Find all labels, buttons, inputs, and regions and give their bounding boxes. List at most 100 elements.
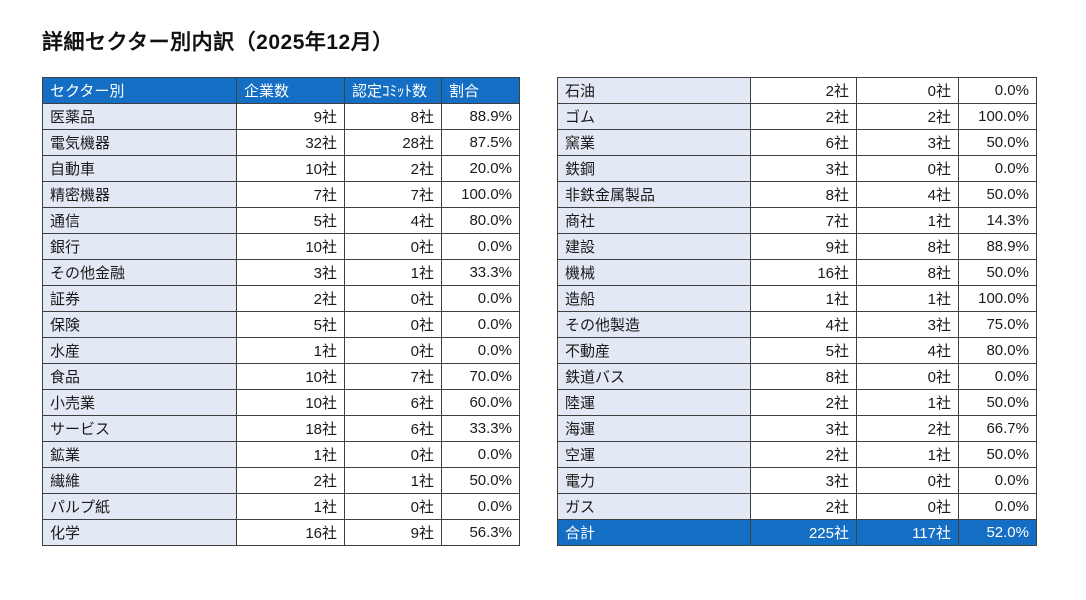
column-header-ratio: 割合 bbox=[441, 77, 520, 104]
commits-cell: 117社 bbox=[856, 519, 959, 546]
ratio-cell: 56.3% bbox=[441, 519, 520, 546]
table-row: 造船 1社 1社 100.0% bbox=[557, 285, 1037, 312]
sector-cell: 化学 bbox=[42, 519, 237, 546]
ratio-cell: 33.3% bbox=[441, 259, 520, 286]
ratio-cell: 50.0% bbox=[958, 259, 1037, 286]
sector-cell: 食品 bbox=[42, 363, 237, 390]
sector-cell: 合計 bbox=[557, 519, 751, 546]
table-row: 通信 5社 4社 80.0% bbox=[42, 207, 520, 234]
sector-cell: 非鉄金属製品 bbox=[557, 181, 751, 208]
ratio-cell: 0.0% bbox=[958, 363, 1037, 390]
companies-cell: 9社 bbox=[750, 233, 857, 260]
commits-cell: 1社 bbox=[344, 259, 442, 286]
commits-cell: 9社 bbox=[344, 519, 442, 546]
ratio-cell: 14.3% bbox=[958, 207, 1037, 234]
ratio-cell: 0.0% bbox=[441, 441, 520, 468]
sector-cell: ガス bbox=[557, 493, 751, 520]
commits-cell: 1社 bbox=[344, 467, 442, 494]
sector-cell: サービス bbox=[42, 415, 237, 442]
companies-cell: 4社 bbox=[750, 311, 857, 338]
companies-cell: 1社 bbox=[236, 337, 345, 364]
table-row: 小売業 10社 6社 60.0% bbox=[42, 389, 520, 416]
sector-cell: 精密機器 bbox=[42, 181, 237, 208]
ratio-cell: 0.0% bbox=[958, 77, 1037, 104]
commits-cell: 8社 bbox=[856, 233, 959, 260]
total-row: 合計 225社 117社 52.0% bbox=[557, 519, 1037, 546]
ratio-cell: 100.0% bbox=[958, 285, 1037, 312]
table-header: セクター別 企業数 認定ｺﾐｯﾄ数 割合 bbox=[42, 77, 520, 104]
commits-cell: 1社 bbox=[856, 207, 959, 234]
ratio-cell: 0.0% bbox=[441, 337, 520, 364]
ratio-cell: 0.0% bbox=[441, 285, 520, 312]
table-row: 陸運 2社 1社 50.0% bbox=[557, 389, 1037, 416]
table-row: 化学 16社 9社 56.3% bbox=[42, 519, 520, 546]
sector-cell: 商社 bbox=[557, 207, 751, 234]
companies-cell: 10社 bbox=[236, 233, 345, 260]
companies-cell: 2社 bbox=[750, 103, 857, 130]
ratio-cell: 0.0% bbox=[958, 467, 1037, 494]
table-row: 証券 2社 0社 0.0% bbox=[42, 285, 520, 312]
sector-cell: 小売業 bbox=[42, 389, 237, 416]
ratio-cell: 88.9% bbox=[958, 233, 1037, 260]
commits-cell: 6社 bbox=[344, 415, 442, 442]
commits-cell: 1社 bbox=[856, 441, 959, 468]
ratio-cell: 33.3% bbox=[441, 415, 520, 442]
table-row: 電気機器 32社 28社 87.5% bbox=[42, 129, 520, 156]
commits-cell: 0社 bbox=[856, 363, 959, 390]
ratio-cell: 50.0% bbox=[958, 441, 1037, 468]
commits-cell: 1社 bbox=[856, 389, 959, 416]
sector-cell: 繊維 bbox=[42, 467, 237, 494]
companies-cell: 1社 bbox=[236, 441, 345, 468]
sector-cell: 医薬品 bbox=[42, 103, 237, 130]
companies-cell: 3社 bbox=[750, 155, 857, 182]
sector-cell: その他製造 bbox=[557, 311, 751, 338]
sector-cell: 鉄道バス bbox=[557, 363, 751, 390]
table-row: 電力 3社 0社 0.0% bbox=[557, 467, 1037, 494]
ratio-cell: 52.0% bbox=[958, 519, 1037, 546]
companies-cell: 9社 bbox=[236, 103, 345, 130]
commits-cell: 0社 bbox=[856, 77, 959, 104]
table-row: 不動産 5社 4社 80.0% bbox=[557, 337, 1037, 364]
ratio-cell: 70.0% bbox=[441, 363, 520, 390]
companies-cell: 2社 bbox=[750, 389, 857, 416]
ratio-cell: 88.9% bbox=[441, 103, 520, 130]
ratio-cell: 66.7% bbox=[958, 415, 1037, 442]
table-row: 鉄鋼 3社 0社 0.0% bbox=[557, 155, 1037, 182]
sector-cell: 水産 bbox=[42, 337, 237, 364]
table-row: 建設 9社 8社 88.9% bbox=[557, 233, 1037, 260]
companies-cell: 5社 bbox=[236, 207, 345, 234]
commits-cell: 8社 bbox=[856, 259, 959, 286]
sector-cell: 鉄鋼 bbox=[557, 155, 751, 182]
ratio-cell: 20.0% bbox=[441, 155, 520, 182]
table-row: 空運 2社 1社 50.0% bbox=[557, 441, 1037, 468]
commits-cell: 6社 bbox=[344, 389, 442, 416]
ratio-cell: 0.0% bbox=[441, 233, 520, 260]
ratio-cell: 50.0% bbox=[958, 129, 1037, 156]
sector-cell: 造船 bbox=[557, 285, 751, 312]
companies-cell: 2社 bbox=[750, 77, 857, 104]
table-row: 窯業 6社 3社 50.0% bbox=[557, 129, 1037, 156]
sector-cell: 銀行 bbox=[42, 233, 237, 260]
companies-cell: 7社 bbox=[750, 207, 857, 234]
companies-cell: 1社 bbox=[750, 285, 857, 312]
column-header-companies: 企業数 bbox=[236, 77, 345, 104]
commits-cell: 0社 bbox=[344, 441, 442, 468]
commits-cell: 28社 bbox=[344, 129, 442, 156]
table-row: 繊維 2社 1社 50.0% bbox=[42, 467, 520, 494]
ratio-cell: 0.0% bbox=[958, 155, 1037, 182]
page-title: 詳細セクター別内訳（2025年12月） bbox=[42, 31, 394, 54]
commits-cell: 7社 bbox=[344, 181, 442, 208]
table-row: 石油 2社 0社 0.0% bbox=[557, 77, 1037, 104]
ratio-cell: 0.0% bbox=[958, 493, 1037, 520]
sector-cell: 機械 bbox=[557, 259, 751, 286]
commits-cell: 2社 bbox=[856, 415, 959, 442]
commits-cell: 0社 bbox=[344, 337, 442, 364]
commits-cell: 0社 bbox=[344, 493, 442, 520]
sector-cell: 石油 bbox=[557, 77, 751, 104]
table-row: 水産 1社 0社 0.0% bbox=[42, 337, 520, 364]
table-row: サービス 18社 6社 33.3% bbox=[42, 415, 520, 442]
sector-cell: 建設 bbox=[557, 233, 751, 260]
ratio-cell: 50.0% bbox=[958, 181, 1037, 208]
table-row: 銀行 10社 0社 0.0% bbox=[42, 233, 520, 260]
